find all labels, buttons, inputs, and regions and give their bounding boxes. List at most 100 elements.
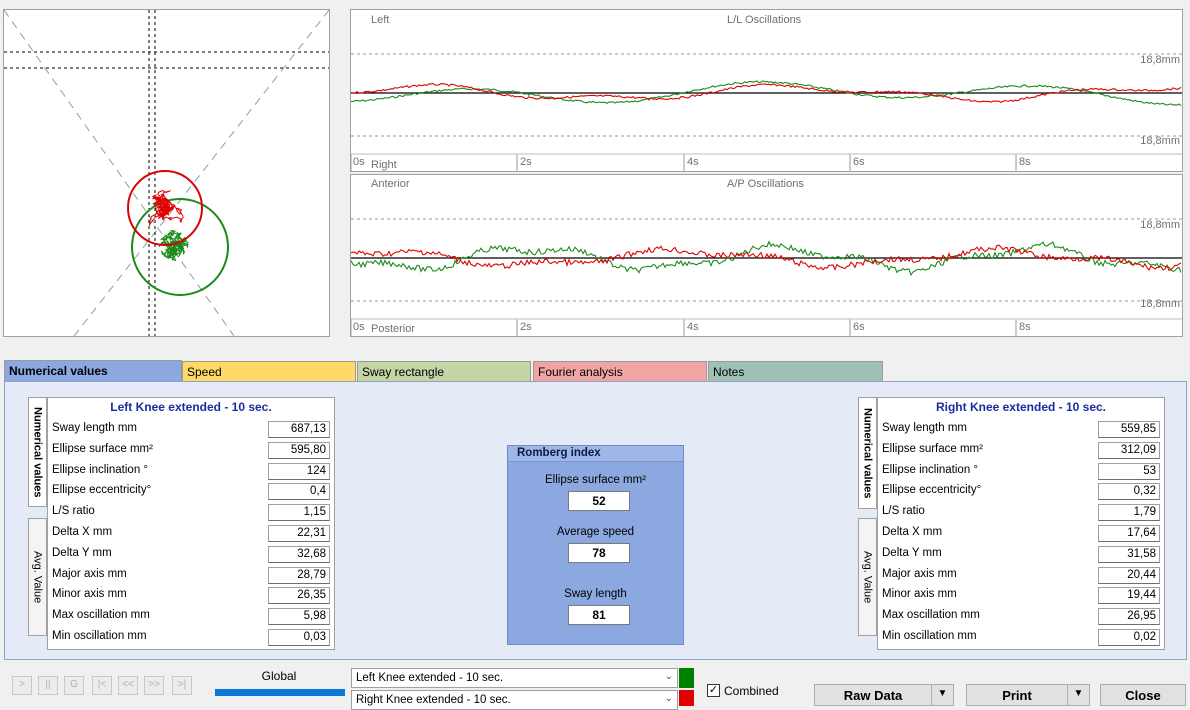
side-tab-avg-value-right[interactable]: Avg. Value (858, 518, 877, 636)
ll-oscillations-chart: Left L/L Oscillations 18,8mm 18,8mm Righ… (350, 9, 1183, 172)
green-trace (351, 240, 1182, 277)
tab-speed[interactable]: Speed (182, 361, 356, 382)
left-grid-row: Delta X mm 22,31 (52, 523, 330, 544)
forward-button[interactable]: >> (144, 676, 164, 695)
right-grid-row-label: Minor axis mm (882, 588, 957, 601)
close-button[interactable]: Close (1100, 684, 1186, 706)
combined-label: Combined (724, 684, 779, 698)
right-grid-row: Ellipse surface mm² 312,09 (882, 440, 1160, 461)
right-test-select[interactable]: Right Knee extended - 10 sec. ⌄ (351, 690, 678, 710)
left-values-grid: Left Knee extended - 10 sec. Sway length… (47, 397, 335, 650)
pause-button[interactable]: || (38, 676, 58, 695)
right-grid-row-label: Delta Y mm (882, 546, 942, 559)
right-grid-row-value: 312,09 (1098, 441, 1160, 459)
tab-numerical-values[interactable]: Numerical values (4, 360, 182, 382)
ll-tick-4: 4s (687, 156, 699, 168)
tab-sway-rectangle[interactable]: Sway rectangle (357, 361, 531, 382)
right-grid-row-value: 19,44 (1098, 587, 1160, 605)
left-grid-row-label: L/S ratio (52, 505, 95, 518)
left-grid-row-label: Min oscillation mm (52, 630, 147, 642)
left-grid-row: Delta Y mm 32,68 (52, 544, 330, 565)
left-grid-row: Max oscillation mm 5,98 (52, 606, 330, 627)
ll-bottom-scale: 18,8mm (1140, 135, 1180, 147)
right-grid-row-value: 17,64 (1098, 525, 1160, 542)
side-tab-avg-value[interactable]: Avg. Value (28, 518, 47, 636)
global-progress-bar (215, 689, 345, 696)
right-grid-row: Ellipse eccentricity° 0,32 (882, 481, 1160, 502)
ap-anterior-label: Anterior (371, 178, 410, 190)
global-g-button[interactable]: G (64, 676, 84, 695)
left-test-color-swatch (679, 668, 694, 688)
left-grid-row-label: Minor axis mm (52, 588, 127, 601)
right-grid-row-value: 20,44 (1098, 566, 1160, 584)
tab-fourier-analysis[interactable]: Fourier analysis (533, 361, 707, 382)
print-button[interactable]: Print ▼ (966, 684, 1090, 706)
left-grid-row: Sway length mm 687,13 (52, 419, 330, 440)
side-tab-numerical-values[interactable]: Numerical values (28, 397, 47, 507)
left-grid-row-value: 1,15 (268, 504, 330, 522)
left-grid-row-value: 0,03 (268, 629, 330, 646)
ap-bottom-scale: 18,8mm (1140, 298, 1180, 310)
ll-tick-6: 6s (853, 156, 865, 168)
left-grid-row-value: 5,98 (268, 608, 330, 626)
ap-title: A/P Oscillations (727, 178, 804, 190)
left-grid-row-label: Ellipse inclination ° (52, 463, 149, 476)
left-grid-row-value: 0,4 (268, 483, 330, 501)
romberg-index-panel: Romberg index Ellipse surface mm² 52 Ave… (507, 445, 684, 645)
raw-data-button[interactable]: Raw Data ▼ (814, 684, 954, 706)
left-grid-row-value: 28,79 (268, 566, 330, 584)
last-button[interactable]: >| (172, 676, 192, 695)
right-grid-row: Delta X mm 17,64 (882, 523, 1160, 544)
right-grid-row-label: Sway length mm (882, 422, 968, 434)
ap-tick-8: 8s (1019, 321, 1031, 333)
left-grid-row-value: 124 (268, 462, 330, 480)
ap-posterior-label: Posterior (371, 323, 416, 335)
left-grid-row-value: 687,13 (268, 421, 330, 438)
left-grid-row: Ellipse eccentricity° 0,4 (52, 481, 330, 502)
ap-oscillations-plot (351, 218, 1182, 336)
first-button[interactable]: |< (92, 676, 112, 695)
rewind-button[interactable]: << (118, 676, 138, 695)
ll-oscillations-plot (351, 53, 1182, 171)
left-grid-row-value: 22,31 (268, 525, 330, 542)
right-grid-row-label: Ellipse surface mm² (882, 442, 983, 455)
left-grid-row-value: 26,35 (268, 587, 330, 605)
right-grid-row-label: Major axis mm (882, 567, 957, 580)
right-grid-row-label: Min oscillation mm (882, 630, 977, 642)
left-grid-title: Left Knee extended - 10 sec. (110, 400, 272, 414)
ap-tick-4: 4s (687, 321, 699, 333)
red-sway-trace (148, 190, 184, 227)
ll-tick-0: 0s (353, 156, 365, 168)
side-tab-numerical-values-right[interactable]: Numerical values (858, 397, 877, 509)
ll-tick-2: 2s (520, 156, 532, 168)
right-grid-row-label: Ellipse eccentricity° (882, 484, 982, 497)
right-values-grid: Right Knee extended - 10 sec. Sway lengt… (877, 397, 1165, 650)
diagonal-guide (4, 10, 235, 336)
romberg-title: Romberg index (508, 446, 683, 462)
left-grid-row-value: 32,68 (268, 545, 330, 563)
romberg-speed-label: Average speed (556, 526, 635, 538)
left-test-select[interactable]: Left Knee extended - 10 sec. ⌄ (351, 668, 678, 688)
right-grid-row-value: 0,32 (1098, 483, 1160, 501)
combined-checkbox[interactable]: ✓ (707, 684, 720, 697)
raw-data-dropdown-icon[interactable]: ▼ (931, 685, 953, 705)
left-grid-row-label: Sway length mm (52, 422, 138, 434)
right-grid-row-value: 53 (1098, 462, 1160, 480)
right-grid-title: Right Knee extended - 10 sec. (935, 400, 1107, 414)
print-label: Print (1002, 688, 1032, 703)
print-dropdown-icon[interactable]: ▼ (1067, 685, 1089, 705)
right-grid-row-value: 1,79 (1098, 504, 1160, 522)
global-label: Global (261, 669, 297, 683)
left-grid-row-label: Delta Y mm (52, 546, 112, 559)
left-grid-row-label: Delta X mm (52, 526, 113, 538)
ll-right-label: Right (371, 159, 397, 171)
ap-tick-2: 2s (520, 321, 532, 333)
romberg-ellipse-value: 52 (568, 491, 630, 511)
right-grid-row-label: Ellipse inclination ° (882, 463, 979, 476)
red-trace (351, 244, 1182, 272)
play-button[interactable]: > (12, 676, 32, 695)
right-grid-row: Ellipse inclination ° 53 (882, 461, 1160, 482)
right-grid-row: L/S ratio 1,79 (882, 502, 1160, 523)
tab-notes[interactable]: Notes (708, 361, 883, 382)
stabilogram-plot (4, 10, 329, 336)
